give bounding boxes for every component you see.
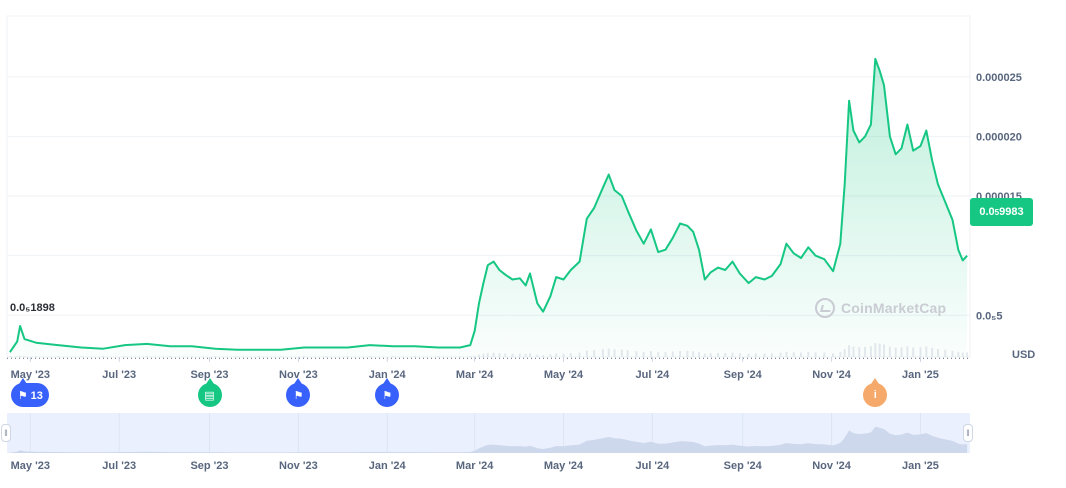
navigator-tick-label: Jul '23 (102, 460, 136, 472)
x-axis-labels: May '23 Jul '23 Sep '23 Nov '23 Jan '24 Mar '… (11, 357, 939, 381)
currency-unit-label: USD (1012, 349, 1036, 361)
flag-icon: ⚑ (382, 389, 393, 402)
y-tick-label: 0.000020 (976, 131, 1022, 143)
navigator-area (9, 426, 968, 453)
event-marker-1[interactable]: ▤ (197, 378, 222, 407)
navigator-left-handle[interactable]: ‖ (1, 424, 11, 442)
navigator-tick-label: Nov '24 (812, 460, 852, 472)
current-price-tag: 0.0 5 9983 (970, 198, 1033, 226)
current-price-sub: 5 (994, 207, 1000, 217)
event-marker-0[interactable]: ⚑ 13 (11, 378, 50, 407)
y-tick-label: 0.000025 (976, 72, 1022, 84)
x-tick-label: Sep '23 (190, 369, 228, 381)
navigator-tick-label: Nov '23 (279, 460, 318, 472)
event-marker-3[interactable]: ⚑ (375, 378, 400, 407)
navigator-tick-label: Sep '23 (190, 460, 228, 472)
x-tick-label: Sep '24 (724, 369, 763, 381)
navigator-tick-label: Jul '24 (635, 460, 670, 472)
x-tick-label: Nov '23 (279, 369, 318, 381)
navigator-tick-label: May '24 (544, 460, 584, 472)
navigator-tick-label: Jan '24 (369, 460, 407, 472)
price-area (9, 58, 968, 358)
info-icon: i (873, 389, 877, 401)
current-price-digits: 9983 (999, 206, 1024, 218)
coinmarketcap-logo-icon (815, 298, 835, 318)
event-marker-4[interactable]: i (863, 378, 888, 407)
document-icon: ▤ (204, 389, 215, 402)
y-tick-label: 0.0₅5 (976, 310, 1002, 322)
x-tick-label: Jan '25 (902, 369, 939, 381)
watermark: CoinMarketCap (815, 298, 946, 318)
navigator-tick-label: May '23 (11, 460, 50, 472)
navigator-tick-label: Mar '24 (456, 460, 494, 472)
x-tick-label: Mar '24 (456, 369, 494, 381)
x-tick-label: May '23 (11, 369, 50, 381)
navigator-right-handle[interactable]: ‖ (963, 424, 973, 442)
event-marker-2[interactable]: ⚑ (286, 378, 311, 407)
x-tick-label: May '24 (544, 369, 584, 381)
navigator-axis-labels: May '23 Jul '23 Sep '23 Nov '23 Jan '24 Mar '… (11, 460, 939, 472)
baseline-price-label: 0.0₅1898 (10, 302, 55, 314)
x-tick-label: Jan '24 (369, 369, 407, 381)
watermark-text: CoinMarketCap (841, 300, 947, 316)
x-tick-label: Nov '24 (812, 369, 852, 381)
flag-icon: ⚑ 13 (17, 389, 43, 402)
price-line[interactable] (9, 57, 968, 353)
x-tick-label: Jul '23 (102, 369, 136, 381)
current-price-prefix: 0.0 (979, 206, 995, 218)
x-tick-label: Jul '24 (635, 369, 670, 381)
navigator-tick-label: Jan '25 (902, 460, 939, 472)
flag-icon: ⚑ (293, 389, 304, 402)
navigator-tick-label: Sep '24 (724, 460, 763, 472)
